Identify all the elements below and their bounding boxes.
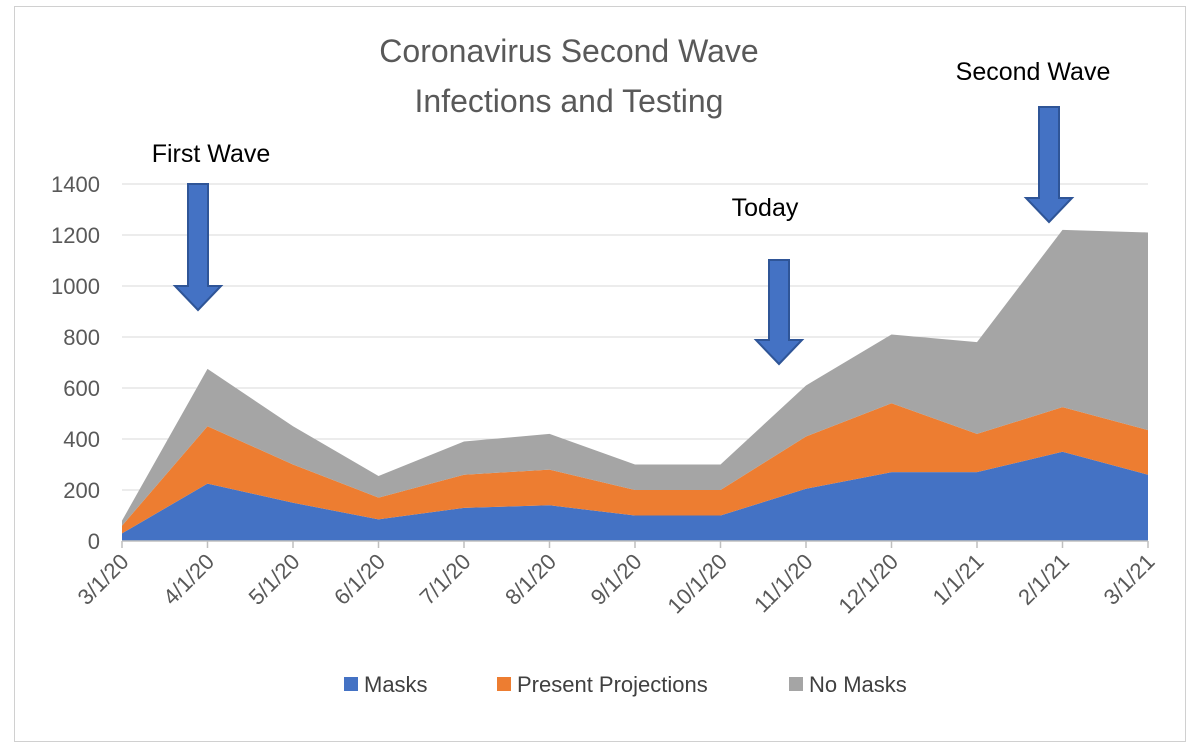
legend-label-masks: Masks bbox=[364, 672, 428, 697]
chart-title-line-1: Coronavirus Second Wave bbox=[379, 33, 758, 69]
x-tick-label-5/1/20: 5/1/20 bbox=[244, 549, 305, 610]
y-tick-label-1200: 1200 bbox=[51, 223, 100, 248]
area-no-masks bbox=[122, 229, 1148, 526]
x-tick-label-11/1/20: 11/1/20 bbox=[749, 549, 817, 617]
x-tick-label-1/1/21: 1/1/21 bbox=[928, 549, 989, 610]
annotation-label-today: Today bbox=[732, 194, 799, 222]
area-masks bbox=[122, 451, 1148, 541]
annotation-arrow-second-wave bbox=[1023, 106, 1075, 224]
x-tick-label-8/1/20: 8/1/20 bbox=[500, 549, 561, 610]
y-tick-label-600: 600 bbox=[63, 376, 100, 401]
x-tick-label-7/1/20: 7/1/20 bbox=[415, 549, 476, 610]
chart-title-line-2: Infections and Testing bbox=[415, 83, 724, 119]
area-series bbox=[122, 229, 1148, 541]
legend-swatch-masks bbox=[344, 677, 358, 691]
area-present-projections bbox=[122, 403, 1148, 534]
legend-label-present-projections: Present Projections bbox=[517, 672, 708, 697]
x-tick-label-4/1/20: 4/1/20 bbox=[158, 549, 219, 610]
x-tick-label-10/1/20: 10/1/20 bbox=[662, 549, 732, 619]
y-tick-label-400: 400 bbox=[63, 427, 100, 452]
legend-label-no-masks: No Masks bbox=[809, 672, 907, 697]
legend-swatch-present-projections bbox=[497, 677, 511, 691]
y-tick-label-1400: 1400 bbox=[51, 172, 100, 197]
annotation-label-first-wave: First Wave bbox=[152, 140, 271, 168]
y-tick-label-200: 200 bbox=[63, 478, 100, 503]
legend: Masks Present Projections No Masks bbox=[344, 672, 907, 697]
x-tick-label-12/1/20: 12/1/20 bbox=[833, 549, 903, 619]
annotations: First Wave Today Second Wave bbox=[152, 58, 1111, 366]
annotation-arrow-today bbox=[753, 259, 805, 366]
annotation-arrow-first-wave bbox=[172, 183, 224, 312]
legend-swatch-no-masks bbox=[789, 677, 803, 691]
y-tick-label-800: 800 bbox=[63, 325, 100, 350]
y-tick-label-1000: 1000 bbox=[51, 274, 100, 299]
annotation-label-second-wave: Second Wave bbox=[956, 58, 1111, 86]
x-tick-label-2/1/21: 2/1/21 bbox=[1013, 549, 1074, 610]
x-tick-label-3/1/20: 3/1/20 bbox=[73, 549, 134, 610]
y-tick-label-0: 0 bbox=[88, 529, 100, 554]
x-tick-label-6/1/20: 6/1/20 bbox=[329, 549, 390, 610]
x-tick-label-3/1/21: 3/1/21 bbox=[1099, 549, 1160, 610]
x-tick-label-9/1/20: 9/1/20 bbox=[586, 549, 647, 610]
